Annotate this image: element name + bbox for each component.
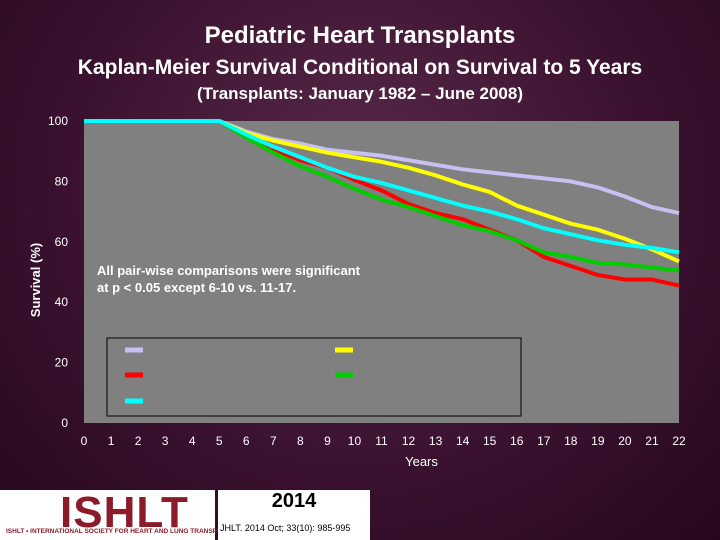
citation: JHLT. 2014 Oct; 33(10): 985-995 — [220, 523, 351, 533]
x-tick-label: 1 — [108, 434, 115, 448]
x-tick-label: 0 — [81, 434, 88, 448]
y-tick-label: 80 — [55, 174, 69, 188]
y-tick-label: 100 — [48, 114, 68, 128]
legend — [106, 337, 522, 417]
x-tick-label: 6 — [243, 434, 250, 448]
logo-subtitle: ISHLT • INTERNATIONAL SOCIETY FOR HEART … — [6, 528, 254, 535]
legend-box — [106, 337, 522, 417]
x-tick-label: 5 — [216, 434, 223, 448]
x-tick-label: 13 — [429, 434, 443, 448]
x-tick-label: 15 — [483, 434, 497, 448]
ishlt-logo: ISHLT ISHLT • INTERNATIONAL SOCIETY FOR … — [0, 488, 254, 540]
x-tick-label: 2 — [135, 434, 142, 448]
y-tick-label: 20 — [55, 356, 69, 370]
x-tick-label: 10 — [348, 434, 362, 448]
x-tick-label: 12 — [402, 434, 416, 448]
x-tick-label: 20 — [618, 434, 632, 448]
logo-text: ISHLT — [60, 488, 189, 537]
x-tick-label: 17 — [537, 434, 551, 448]
x-tick-label: 21 — [645, 434, 659, 448]
publication-year: 2014 — [271, 490, 317, 512]
x-tick-label: 7 — [270, 434, 277, 448]
x-tick-label: 22 — [672, 434, 686, 448]
x-tick-label: 9 — [324, 434, 331, 448]
y-tick-label: 60 — [55, 235, 69, 249]
y-tick-label: 0 — [61, 416, 68, 430]
citation-box: 2014 JHLT. 2014 Oct; 33(10): 985-995 — [218, 490, 370, 540]
x-tick-label: 18 — [564, 434, 578, 448]
x-tick-label: 8 — [297, 434, 304, 448]
chart-subtitle: Kaplan-Meier Survival Conditional on Sur… — [77, 56, 643, 79]
x-tick-label: 4 — [189, 434, 196, 448]
significance-note: All pair-wise comparisons were significa… — [97, 263, 361, 278]
y-axis-label: Survival (%) — [28, 243, 43, 317]
x-tick-label: 14 — [456, 434, 470, 448]
y-tick-label: 40 — [55, 295, 69, 309]
chart-title: Pediatric Heart Transplants — [204, 22, 516, 49]
x-tick-label: 3 — [162, 434, 169, 448]
significance-note: at p < 0.05 except 6-10 vs. 11-17. — [97, 280, 296, 295]
series-line-cyan — [84, 119, 680, 255]
series-line-red — [84, 119, 680, 288]
series-line-green — [84, 119, 680, 273]
x-tick-label: 16 — [510, 434, 524, 448]
series-line-yellow — [84, 119, 680, 264]
x-axis-label: Years — [405, 454, 438, 469]
x-tick-label: 11 — [375, 434, 388, 448]
chart-date-range: (Transplants: January 1982 – June 2008) — [197, 84, 523, 103]
x-tick-label: 19 — [591, 434, 605, 448]
